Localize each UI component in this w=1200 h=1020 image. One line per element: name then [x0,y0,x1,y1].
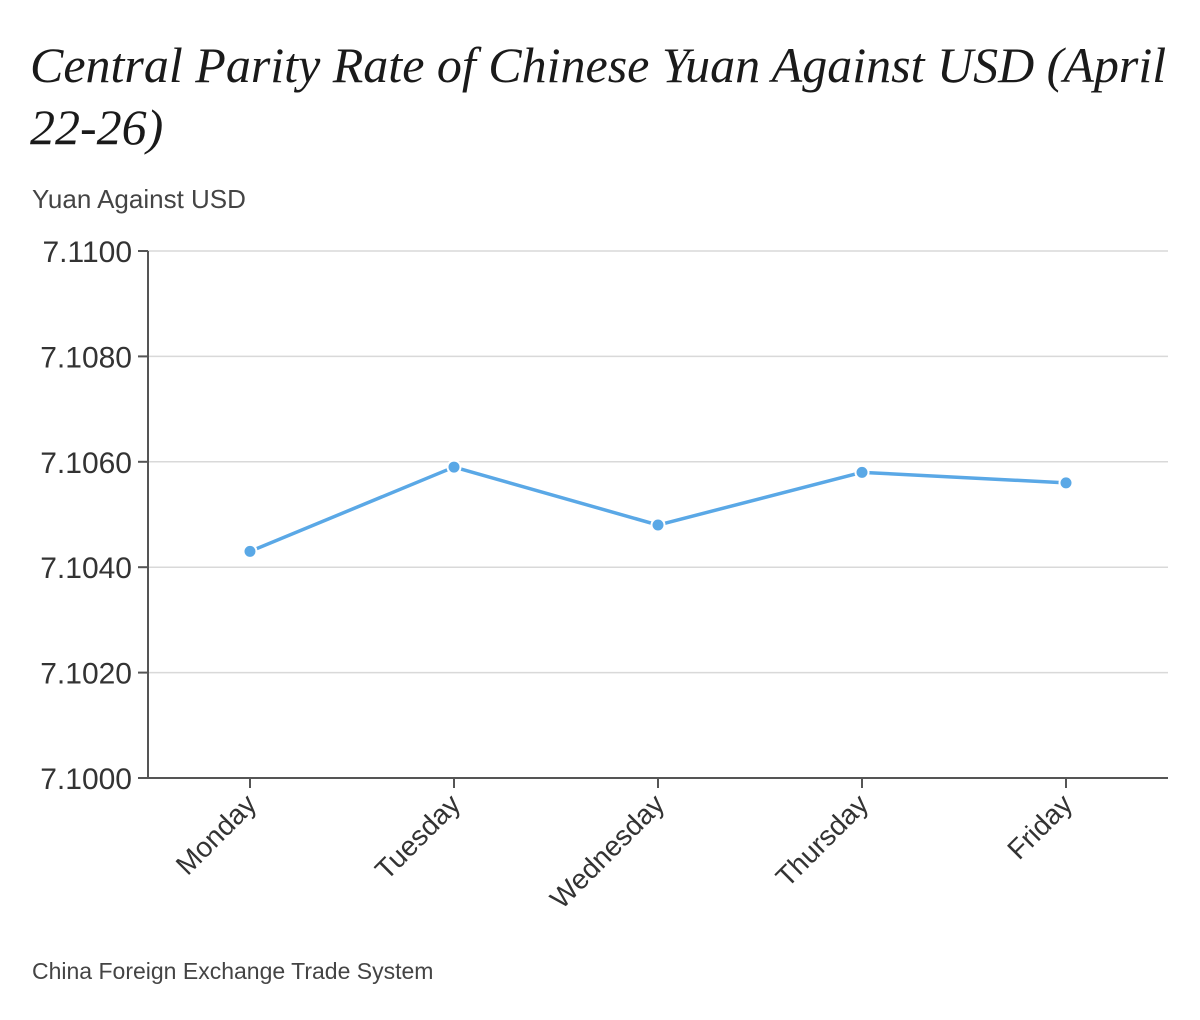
y-tick-label: 7.1000 [40,763,132,796]
y-tick-label: 7.1080 [40,341,132,374]
x-tick-label: Tuesday [369,788,466,885]
gridlines [148,250,1168,674]
y-tick-label: 7.1060 [40,447,132,480]
data-point [1058,475,1074,491]
source-note: China Foreign Exchange Trade System [32,958,434,984]
x-tick-label: Friday [1001,788,1078,865]
data-point [854,464,870,480]
series-group [242,459,1074,559]
y-axis-title: Yuan Against USD [32,184,246,214]
x-tick-label: Wednesday [544,788,670,914]
y-tick-label: 7.1020 [40,658,132,691]
x-axis-ticks: Monday Tuesday Wednesday Thursday Friday [170,778,1078,914]
y-tick-label: 7.1100 [42,236,132,269]
x-tick-label: Thursday [770,788,874,892]
data-point [650,517,666,533]
data-point [446,459,462,475]
data-point [242,543,258,559]
chart-title: Central Parity Rate of Chinese Yuan Agai… [30,37,1167,155]
x-tick-label: Monday [170,788,262,880]
series-line [249,465,1067,554]
y-axis-ticks: 7.1000 7.1020 7.1040 7.1060 7.1080 7.1100 [40,236,148,796]
y-tick-label: 7.1040 [40,552,132,585]
